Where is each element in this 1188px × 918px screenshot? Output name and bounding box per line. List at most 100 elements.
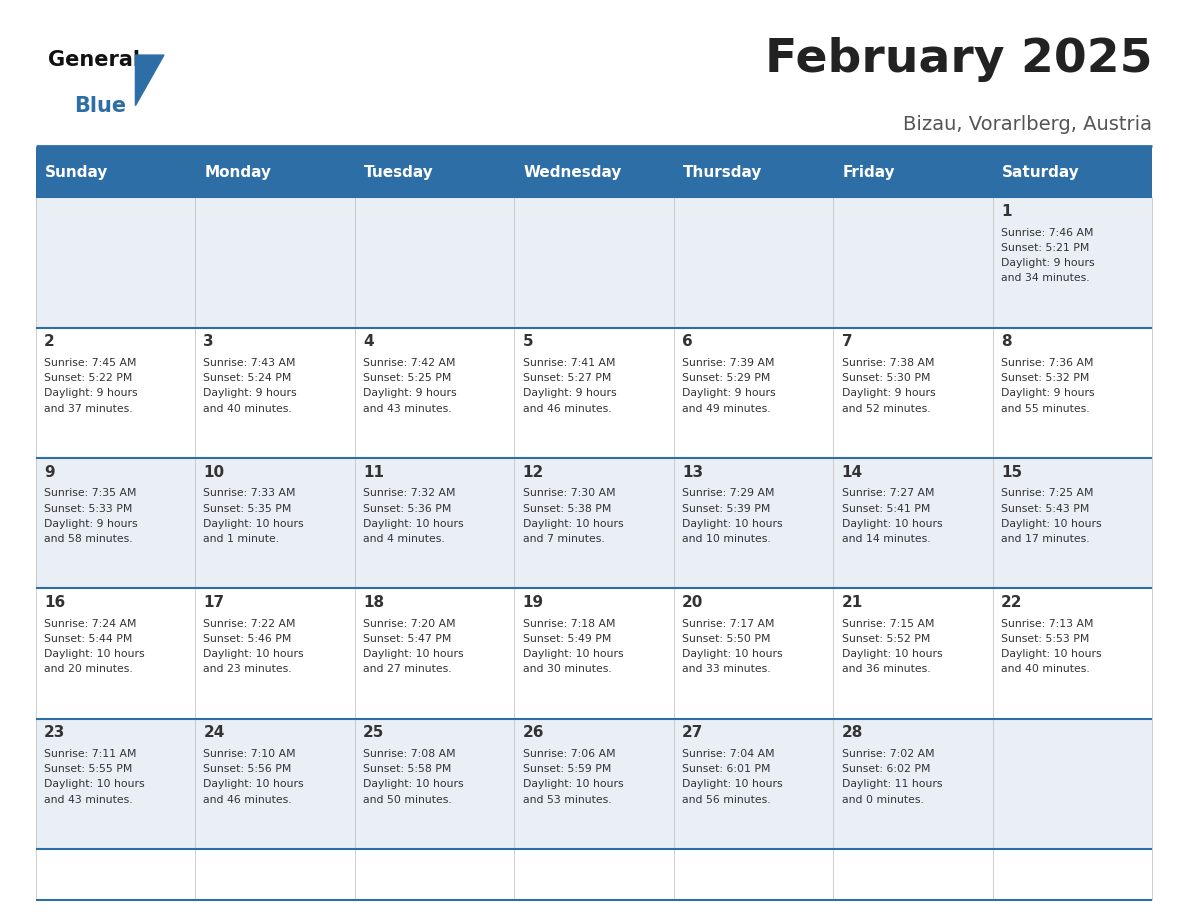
Text: Sunrise: 7:22 AM
Sunset: 5:46 PM
Daylight: 10 hours
and 23 minutes.: Sunrise: 7:22 AM Sunset: 5:46 PM Dayligh… <box>203 619 304 675</box>
Text: Sunrise: 7:06 AM
Sunset: 5:59 PM
Daylight: 10 hours
and 53 minutes.: Sunrise: 7:06 AM Sunset: 5:59 PM Dayligh… <box>523 749 624 805</box>
Text: February 2025: February 2025 <box>765 37 1152 82</box>
Bar <box>36 588 195 719</box>
Bar <box>993 458 1152 588</box>
Bar <box>993 147 1152 197</box>
Text: 3: 3 <box>203 334 214 349</box>
Text: 28: 28 <box>841 725 862 740</box>
Text: 6: 6 <box>682 334 693 349</box>
Text: 23: 23 <box>44 725 65 740</box>
Bar <box>674 588 833 719</box>
Bar <box>355 719 514 849</box>
Bar <box>195 458 355 588</box>
Text: Sunday: Sunday <box>45 164 108 180</box>
Bar <box>674 458 833 588</box>
Text: 7: 7 <box>841 334 852 349</box>
Text: 14: 14 <box>841 465 862 479</box>
Text: Tuesday: Tuesday <box>365 164 434 180</box>
Polygon shape <box>135 55 164 106</box>
Text: Sunrise: 7:39 AM
Sunset: 5:29 PM
Daylight: 9 hours
and 49 minutes.: Sunrise: 7:39 AM Sunset: 5:29 PM Dayligh… <box>682 358 776 414</box>
Text: 2: 2 <box>44 334 55 349</box>
Text: 17: 17 <box>203 595 225 610</box>
Text: Sunrise: 7:02 AM
Sunset: 6:02 PM
Daylight: 11 hours
and 0 minutes.: Sunrise: 7:02 AM Sunset: 6:02 PM Dayligh… <box>841 749 942 805</box>
Bar <box>36 147 195 197</box>
Bar <box>514 458 674 588</box>
Bar <box>674 197 833 328</box>
Text: 18: 18 <box>364 595 384 610</box>
Bar <box>514 197 674 328</box>
Text: 19: 19 <box>523 595 544 610</box>
Text: 27: 27 <box>682 725 703 740</box>
Text: 24: 24 <box>203 725 225 740</box>
Bar <box>355 147 514 197</box>
Text: 10: 10 <box>203 465 225 479</box>
Text: 5: 5 <box>523 334 533 349</box>
Bar <box>674 147 833 197</box>
Text: 16: 16 <box>44 595 65 610</box>
Text: 21: 21 <box>841 595 862 610</box>
Text: 1: 1 <box>1001 204 1012 218</box>
Text: 8: 8 <box>1001 334 1012 349</box>
Bar <box>355 328 514 458</box>
Bar <box>195 588 355 719</box>
Text: Sunrise: 7:11 AM
Sunset: 5:55 PM
Daylight: 10 hours
and 43 minutes.: Sunrise: 7:11 AM Sunset: 5:55 PM Dayligh… <box>44 749 145 805</box>
Bar <box>195 147 355 197</box>
Text: Bizau, Vorarlberg, Austria: Bizau, Vorarlberg, Austria <box>903 115 1152 134</box>
Bar <box>195 197 355 328</box>
Text: Sunrise: 7:32 AM
Sunset: 5:36 PM
Daylight: 10 hours
and 4 minutes.: Sunrise: 7:32 AM Sunset: 5:36 PM Dayligh… <box>364 488 463 544</box>
Bar <box>36 328 195 458</box>
Bar <box>833 588 993 719</box>
Text: Sunrise: 7:13 AM
Sunset: 5:53 PM
Daylight: 10 hours
and 40 minutes.: Sunrise: 7:13 AM Sunset: 5:53 PM Dayligh… <box>1001 619 1101 675</box>
Bar <box>195 719 355 849</box>
Text: Sunrise: 7:10 AM
Sunset: 5:56 PM
Daylight: 10 hours
and 46 minutes.: Sunrise: 7:10 AM Sunset: 5:56 PM Dayligh… <box>203 749 304 805</box>
Bar <box>833 719 993 849</box>
Bar <box>833 458 993 588</box>
Bar <box>833 328 993 458</box>
Bar <box>993 197 1152 328</box>
Text: Sunrise: 7:04 AM
Sunset: 6:01 PM
Daylight: 10 hours
and 56 minutes.: Sunrise: 7:04 AM Sunset: 6:01 PM Dayligh… <box>682 749 783 805</box>
Text: Sunrise: 7:27 AM
Sunset: 5:41 PM
Daylight: 10 hours
and 14 minutes.: Sunrise: 7:27 AM Sunset: 5:41 PM Dayligh… <box>841 488 942 544</box>
Text: Sunrise: 7:29 AM
Sunset: 5:39 PM
Daylight: 10 hours
and 10 minutes.: Sunrise: 7:29 AM Sunset: 5:39 PM Dayligh… <box>682 488 783 544</box>
Bar <box>355 588 514 719</box>
Text: 20: 20 <box>682 595 703 610</box>
Text: Sunrise: 7:36 AM
Sunset: 5:32 PM
Daylight: 9 hours
and 55 minutes.: Sunrise: 7:36 AM Sunset: 5:32 PM Dayligh… <box>1001 358 1095 414</box>
Bar <box>514 328 674 458</box>
Text: Wednesday: Wednesday <box>524 164 623 180</box>
Text: 26: 26 <box>523 725 544 740</box>
Text: 15: 15 <box>1001 465 1022 479</box>
Text: 25: 25 <box>364 725 385 740</box>
Text: Sunrise: 7:18 AM
Sunset: 5:49 PM
Daylight: 10 hours
and 30 minutes.: Sunrise: 7:18 AM Sunset: 5:49 PM Dayligh… <box>523 619 624 675</box>
Text: Sunrise: 7:17 AM
Sunset: 5:50 PM
Daylight: 10 hours
and 33 minutes.: Sunrise: 7:17 AM Sunset: 5:50 PM Dayligh… <box>682 619 783 675</box>
Bar <box>993 328 1152 458</box>
Bar <box>36 458 195 588</box>
Bar <box>36 197 195 328</box>
Text: Sunrise: 7:42 AM
Sunset: 5:25 PM
Daylight: 9 hours
and 43 minutes.: Sunrise: 7:42 AM Sunset: 5:25 PM Dayligh… <box>364 358 456 414</box>
Text: Sunrise: 7:15 AM
Sunset: 5:52 PM
Daylight: 10 hours
and 36 minutes.: Sunrise: 7:15 AM Sunset: 5:52 PM Dayligh… <box>841 619 942 675</box>
Text: 4: 4 <box>364 334 374 349</box>
Text: Sunrise: 7:24 AM
Sunset: 5:44 PM
Daylight: 10 hours
and 20 minutes.: Sunrise: 7:24 AM Sunset: 5:44 PM Dayligh… <box>44 619 145 675</box>
Text: Sunrise: 7:25 AM
Sunset: 5:43 PM
Daylight: 10 hours
and 17 minutes.: Sunrise: 7:25 AM Sunset: 5:43 PM Dayligh… <box>1001 488 1101 544</box>
Bar <box>674 719 833 849</box>
Text: 9: 9 <box>44 465 55 479</box>
Text: 11: 11 <box>364 465 384 479</box>
Bar <box>514 147 674 197</box>
Text: Sunrise: 7:38 AM
Sunset: 5:30 PM
Daylight: 9 hours
and 52 minutes.: Sunrise: 7:38 AM Sunset: 5:30 PM Dayligh… <box>841 358 935 414</box>
Text: Blue: Blue <box>74 96 126 117</box>
Text: Sunrise: 7:41 AM
Sunset: 5:27 PM
Daylight: 9 hours
and 46 minutes.: Sunrise: 7:41 AM Sunset: 5:27 PM Dayligh… <box>523 358 617 414</box>
Text: 12: 12 <box>523 465 544 479</box>
Text: Sunrise: 7:45 AM
Sunset: 5:22 PM
Daylight: 9 hours
and 37 minutes.: Sunrise: 7:45 AM Sunset: 5:22 PM Dayligh… <box>44 358 138 414</box>
Text: Monday: Monday <box>204 164 272 180</box>
Bar <box>514 588 674 719</box>
Text: General: General <box>48 50 139 71</box>
Text: Sunrise: 7:46 AM
Sunset: 5:21 PM
Daylight: 9 hours
and 34 minutes.: Sunrise: 7:46 AM Sunset: 5:21 PM Dayligh… <box>1001 228 1095 284</box>
Bar <box>355 197 514 328</box>
Text: 22: 22 <box>1001 595 1023 610</box>
Bar <box>36 719 195 849</box>
Text: Thursday: Thursday <box>683 164 763 180</box>
Bar <box>355 458 514 588</box>
Text: Sunrise: 7:30 AM
Sunset: 5:38 PM
Daylight: 10 hours
and 7 minutes.: Sunrise: 7:30 AM Sunset: 5:38 PM Dayligh… <box>523 488 624 544</box>
Bar <box>674 328 833 458</box>
Text: Sunrise: 7:35 AM
Sunset: 5:33 PM
Daylight: 9 hours
and 58 minutes.: Sunrise: 7:35 AM Sunset: 5:33 PM Dayligh… <box>44 488 138 544</box>
Text: Friday: Friday <box>842 164 896 180</box>
Text: Saturday: Saturday <box>1003 164 1080 180</box>
Text: 13: 13 <box>682 465 703 479</box>
